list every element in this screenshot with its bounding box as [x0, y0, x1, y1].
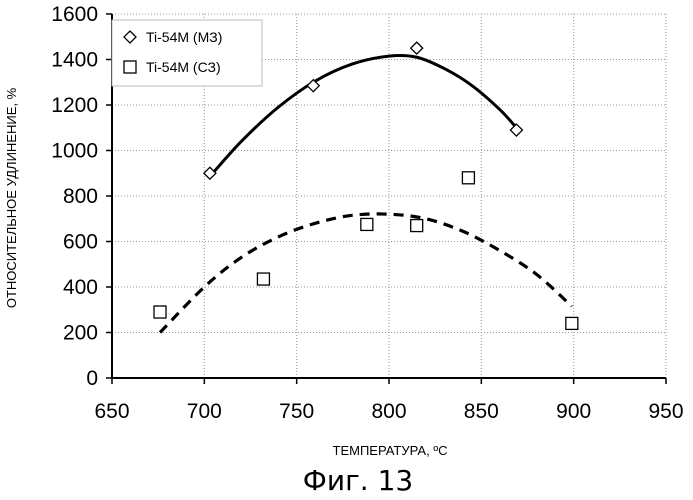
diamond-point [204, 167, 216, 179]
legend-label: Ti-54M (МЗ) [146, 29, 222, 45]
square-point [411, 220, 423, 232]
square-point [257, 273, 269, 285]
square-point [462, 172, 474, 184]
x-tick-label: 750 [279, 400, 314, 423]
x-tick-label: 800 [371, 400, 406, 423]
square-point [361, 218, 373, 230]
x-tick-label: 900 [556, 400, 591, 423]
trend-line-series-2 [160, 214, 572, 333]
x-tick-label: 650 [94, 400, 129, 423]
figure-caption: Фиг. 13 [303, 464, 413, 497]
y-tick-label: 1400 [51, 49, 98, 72]
x-tick-label: 850 [464, 400, 499, 423]
y-axis-title: ОТНОСИТЕЛЬНОЕ УДЛИНЕНИЕ, % [4, 87, 19, 308]
y-tick-label: 1000 [51, 140, 98, 163]
x-tick-label: 950 [648, 400, 683, 423]
square-point [154, 306, 166, 318]
y-tick-label: 600 [63, 231, 98, 254]
y-tick-label: 200 [63, 322, 98, 345]
legend-label: Ti-54M (СЗ) [146, 59, 221, 75]
y-tick-label: 1200 [51, 94, 98, 117]
x-axis-title: ТЕМПЕРАТУРА, ºC [333, 443, 448, 458]
y-tick-label: 0 [86, 367, 98, 390]
trend-lines [160, 55, 572, 332]
legend-marker-square [124, 61, 136, 73]
diamond-point [510, 124, 522, 136]
legend: Ti-54M (МЗ) Ti-54M (СЗ) [112, 20, 262, 86]
diamond-point [411, 42, 423, 54]
x-tick-label: 700 [187, 400, 222, 423]
y-tick-label: 800 [63, 185, 98, 208]
y-tick-label: 400 [63, 276, 98, 299]
square-point [566, 317, 578, 329]
y-tick-label: 1600 [51, 3, 98, 26]
